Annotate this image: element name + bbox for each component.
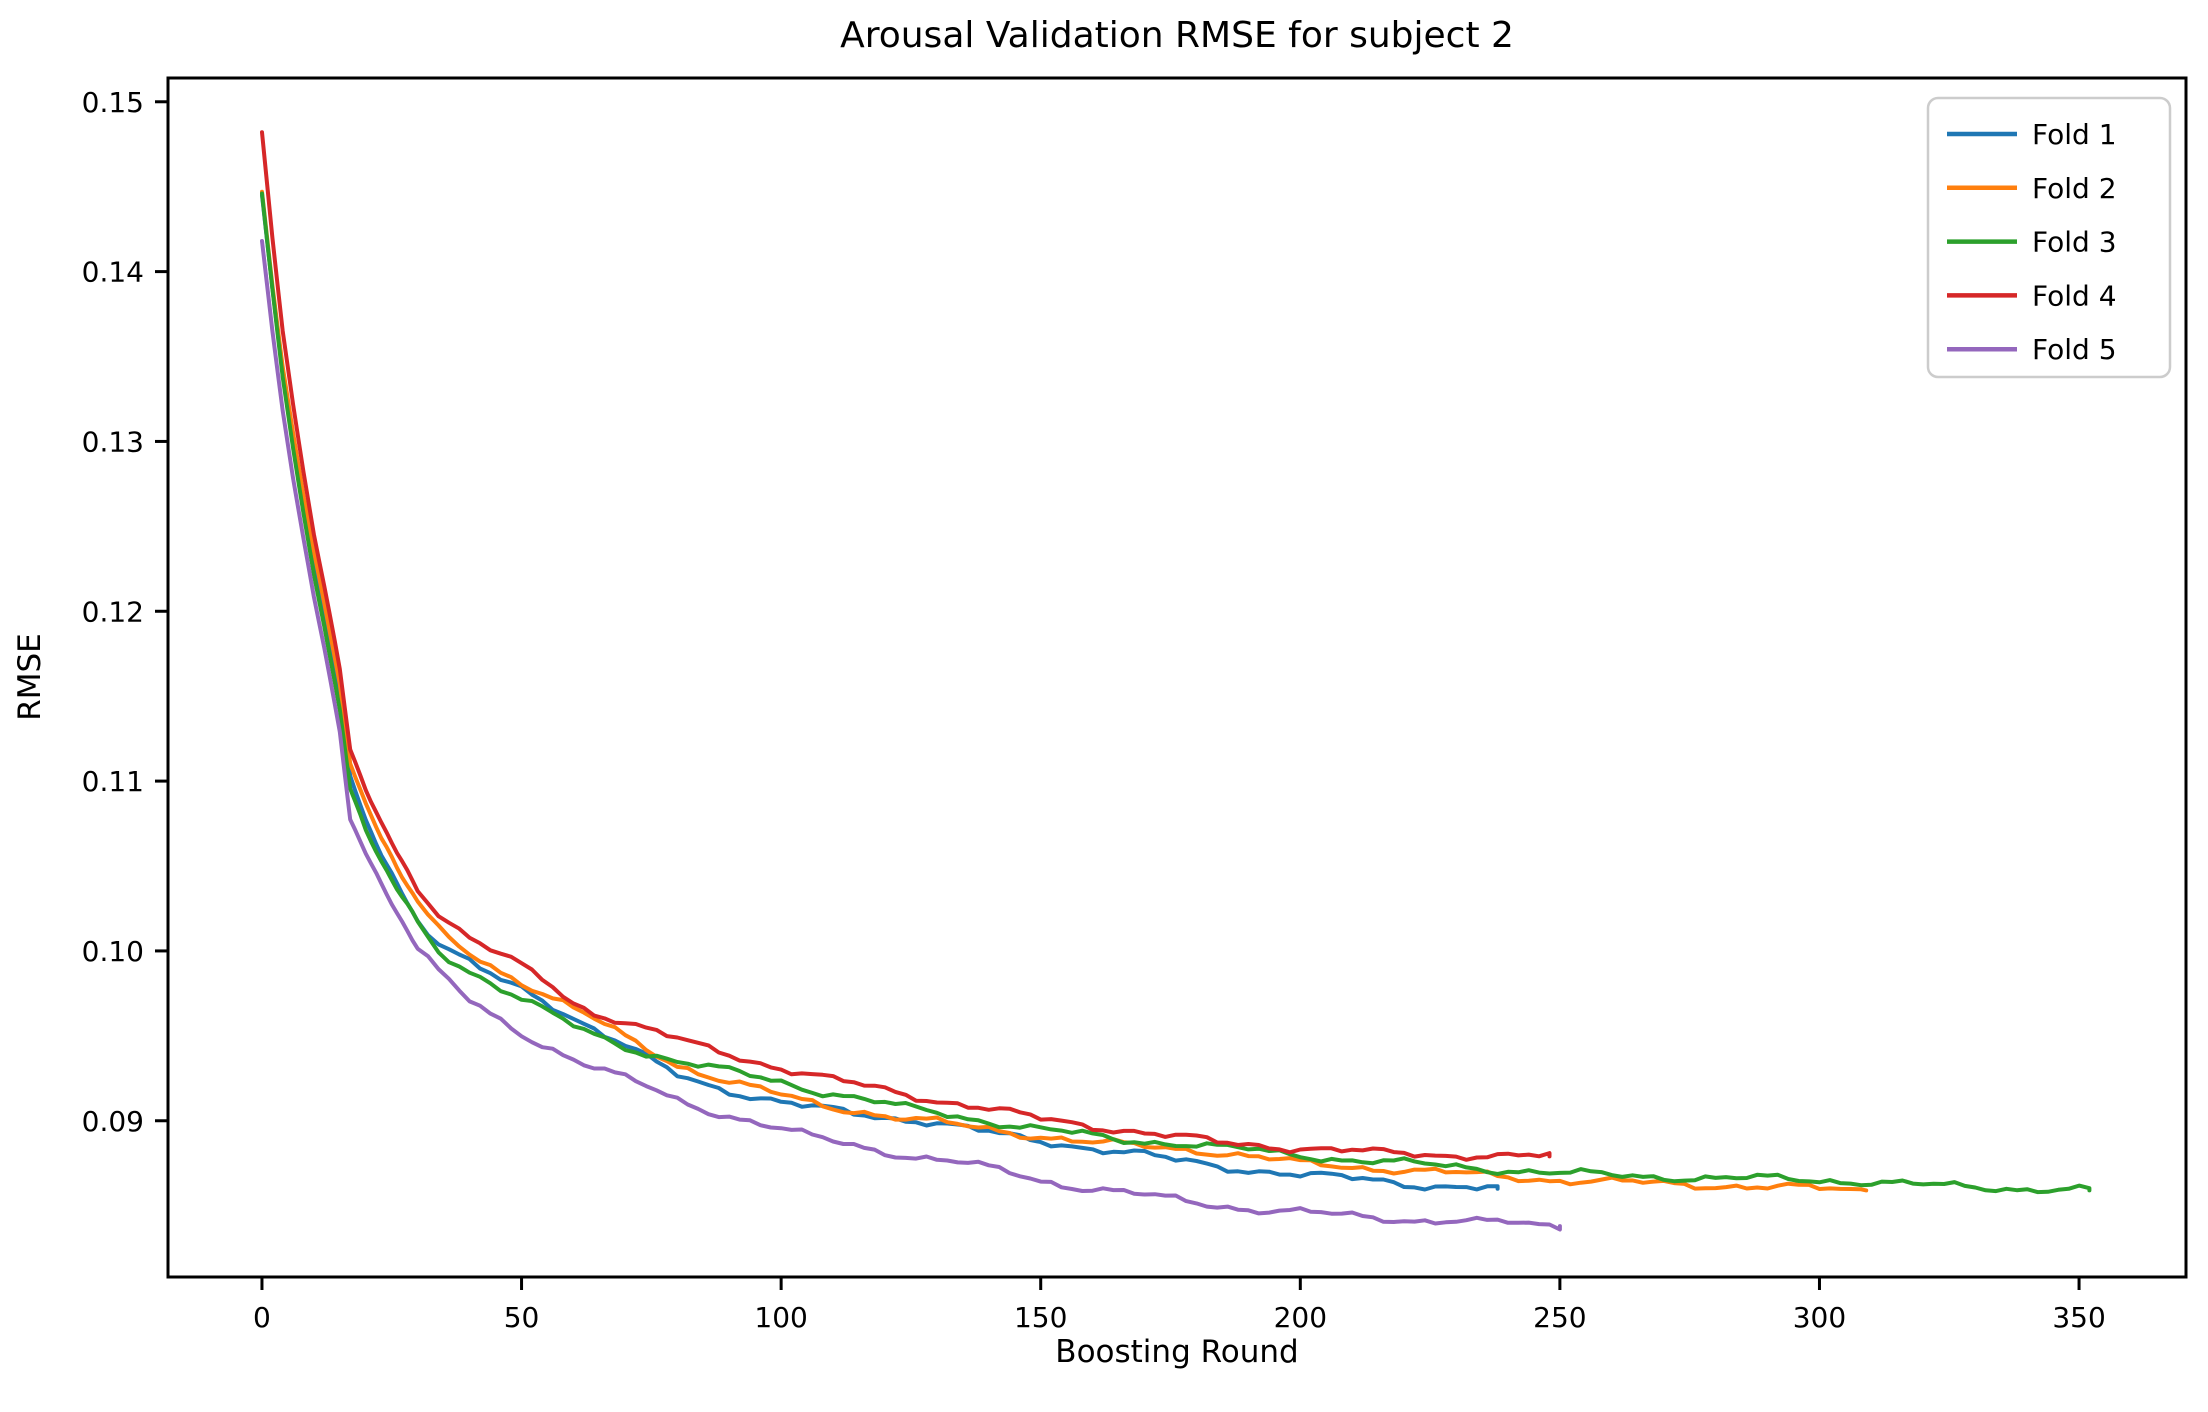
legend-label: Fold 3 — [2032, 226, 2117, 259]
series-line-fold-3 — [260, 191, 2092, 1195]
plot-border — [166, 76, 2188, 1279]
legend-entry: Fold 2 — [1947, 172, 2117, 205]
y-tick-label: 0.15 — [82, 86, 144, 119]
legend-entry: Fold 1 — [1947, 118, 2117, 151]
legend-entry: Fold 4 — [1947, 279, 2117, 312]
x-tick-label: 200 — [1274, 1301, 1327, 1334]
y-tick-label: 0.11 — [82, 765, 144, 798]
series-line-fold-4 — [260, 130, 1552, 1162]
y-axis-label: RMSE — [12, 633, 48, 721]
y-tick-label: 0.13 — [82, 425, 144, 458]
legend-label: Fold 1 — [2032, 118, 2117, 151]
x-tick-label: 150 — [1014, 1301, 1067, 1334]
legend: Fold 1 Fold 2 Fold 3 Fold 4 Fold 5 — [1926, 96, 2172, 379]
x-tick-label: 100 — [754, 1301, 807, 1334]
series-line-fold-2 — [260, 189, 1869, 1193]
x-tick-label: 350 — [2052, 1301, 2105, 1334]
y-tick-label: 0.09 — [82, 1105, 144, 1138]
axis-ticks: 0 50 100 150 200 250 300 350 0.15 0.14 0.13 0.12 0.1… — [82, 86, 2106, 1334]
y-tick-label: 0.12 — [82, 595, 144, 628]
legend-entry: Fold 5 — [1947, 333, 2117, 366]
legend-entry: Fold 3 — [1947, 226, 2117, 259]
legend-box — [1926, 96, 2172, 379]
legend-label: Fold 5 — [2032, 333, 2117, 366]
series-line-fold-5 — [260, 239, 1562, 1232]
x-tick-label: 250 — [1533, 1301, 1586, 1334]
series-lines — [260, 130, 2092, 1232]
x-tick-label: 300 — [1793, 1301, 1846, 1334]
legend-label: Fold 4 — [2032, 279, 2117, 312]
x-axis-label: Boosting Round — [1055, 1334, 1298, 1370]
x-tick-label: 0 — [253, 1301, 271, 1334]
y-tick-label: 0.14 — [82, 256, 144, 289]
chart-title: Arousal Validation RMSE for subject 2 — [840, 15, 1514, 56]
legend-label: Fold 2 — [2032, 172, 2117, 205]
series-line-fold-1 — [260, 193, 1500, 1192]
x-tick-label: 50 — [504, 1301, 540, 1334]
y-tick-label: 0.10 — [82, 935, 144, 968]
